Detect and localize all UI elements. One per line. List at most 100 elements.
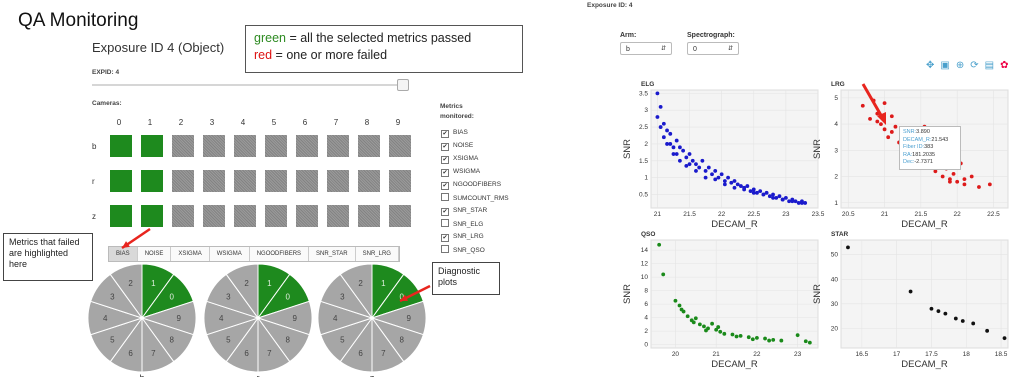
data-point[interactable] <box>730 332 735 337</box>
data-point[interactable] <box>750 337 755 342</box>
data-point[interactable] <box>713 177 718 182</box>
data-point[interactable] <box>710 321 714 326</box>
data-point[interactable] <box>685 314 690 319</box>
data-point[interactable] <box>718 329 723 334</box>
camera-cell-b7[interactable] <box>327 135 349 157</box>
scatter-plot-star[interactable]: 16.5 17 17.5 18 18.5 20 30 40 50 STAR DECAM_R SNR <box>812 231 1009 370</box>
data-point[interactable] <box>929 306 934 311</box>
data-point[interactable] <box>893 124 898 129</box>
camera-cell-b6[interactable] <box>296 135 318 157</box>
camera-cell-z8[interactable] <box>358 205 380 227</box>
data-point[interactable] <box>674 152 679 156</box>
data-point[interactable] <box>948 177 952 182</box>
data-point[interactable] <box>748 189 753 194</box>
data-point[interactable] <box>697 322 702 327</box>
data-point[interactable] <box>807 340 812 345</box>
data-point[interactable] <box>716 325 721 329</box>
scatter-plot-elg[interactable]: 21 21.5 22 22.5 23 23.50.511.522.533.5ELGDECA… <box>622 81 825 230</box>
data-point[interactable] <box>673 298 678 303</box>
camera-cell-r3[interactable] <box>203 170 225 192</box>
camera-cell-r8[interactable] <box>358 170 380 192</box>
data-point[interactable] <box>953 316 958 321</box>
checkbox-icon[interactable]: ✔ <box>441 130 449 138</box>
data-point[interactable] <box>722 179 727 183</box>
checkbox-icon[interactable]: ✔ <box>441 156 449 164</box>
data-point[interactable] <box>734 334 739 339</box>
data-point[interactable] <box>764 190 769 195</box>
spectrograph-select[interactable]: 0 ⇵ <box>687 42 739 55</box>
data-point[interactable] <box>691 320 696 325</box>
data-point[interactable] <box>677 303 682 308</box>
data-point[interactable] <box>668 131 673 136</box>
data-point[interactable] <box>800 201 804 205</box>
data-point[interactable] <box>702 324 706 329</box>
data-point[interactable] <box>738 333 743 338</box>
data-point[interactable] <box>1002 336 1007 341</box>
tab-snr_star[interactable]: SNR_STAR <box>309 247 356 261</box>
data-point[interactable] <box>658 125 663 129</box>
data-point[interactable] <box>969 174 974 179</box>
data-point[interactable] <box>668 142 673 146</box>
data-point[interactable] <box>977 185 981 189</box>
data-point[interactable] <box>697 165 702 170</box>
tab-snr_lrg[interactable]: SNR_LRG <box>356 247 399 261</box>
data-point[interactable] <box>719 172 724 177</box>
data-point[interactable] <box>803 201 808 205</box>
data-point[interactable] <box>962 182 967 187</box>
camera-cell-z2[interactable] <box>172 205 194 227</box>
data-point[interactable] <box>936 309 941 314</box>
camera-cell-z5[interactable] <box>265 205 287 227</box>
data-point[interactable] <box>665 142 669 146</box>
data-point[interactable] <box>875 119 880 124</box>
data-point[interactable] <box>771 195 775 200</box>
metric-item-snr_elg[interactable]: SNR_ELG <box>441 219 509 232</box>
data-point[interactable] <box>745 184 750 188</box>
data-point[interactable] <box>790 199 795 204</box>
data-point[interactable] <box>882 127 887 132</box>
data-point[interactable] <box>710 172 714 177</box>
data-point[interactable] <box>948 179 952 184</box>
camera-cell-z3[interactable] <box>203 205 225 227</box>
data-point[interactable] <box>716 175 721 180</box>
data-point[interactable] <box>678 145 682 150</box>
data-point[interactable] <box>714 327 719 332</box>
data-point[interactable] <box>739 184 743 188</box>
data-point[interactable] <box>795 333 800 338</box>
tab-noise[interactable]: NOISE <box>138 247 172 261</box>
data-point[interactable] <box>767 338 772 343</box>
data-point[interactable] <box>703 169 708 173</box>
data-point[interactable] <box>681 148 686 153</box>
camera-cell-z9[interactable] <box>389 205 411 227</box>
data-point[interactable] <box>732 185 737 190</box>
data-point[interactable] <box>679 307 684 312</box>
data-point[interactable] <box>779 338 784 343</box>
pie-slice[interactable] <box>109 263 143 320</box>
data-point[interactable] <box>751 190 756 195</box>
data-point[interactable] <box>951 172 956 176</box>
checkbox-icon[interactable]: ✔ <box>441 169 449 177</box>
expid-slider-track[interactable] <box>92 84 407 86</box>
metric-item-snr_star[interactable]: ✔ SNR_STAR <box>441 206 509 219</box>
data-point[interactable] <box>955 179 960 184</box>
data-point[interactable] <box>755 335 759 340</box>
camera-cell-r7[interactable] <box>327 170 349 192</box>
metric-item-ngoodfibers[interactable]: ✔ NGOODFIBERS <box>441 180 509 193</box>
data-point[interactable] <box>704 328 708 333</box>
data-point[interactable] <box>771 338 776 342</box>
data-point[interactable] <box>793 199 798 204</box>
data-point[interactable] <box>751 187 756 192</box>
data-point[interactable] <box>767 194 772 199</box>
data-point[interactable] <box>674 138 679 143</box>
metric-item-snr_qso[interactable]: SNR_QSO <box>441 245 509 258</box>
data-point[interactable] <box>655 115 660 119</box>
data-point[interactable] <box>729 180 734 185</box>
data-point[interactable] <box>755 190 759 195</box>
data-point[interactable] <box>684 155 689 160</box>
data-point[interactable] <box>694 162 698 167</box>
data-point[interactable] <box>758 189 763 194</box>
data-point[interactable] <box>780 197 785 202</box>
pie-slice[interactable] <box>339 263 373 320</box>
checkbox-icon[interactable]: ✔ <box>441 234 449 242</box>
camera-cell-r5[interactable] <box>265 170 287 192</box>
data-point[interactable] <box>665 128 669 133</box>
